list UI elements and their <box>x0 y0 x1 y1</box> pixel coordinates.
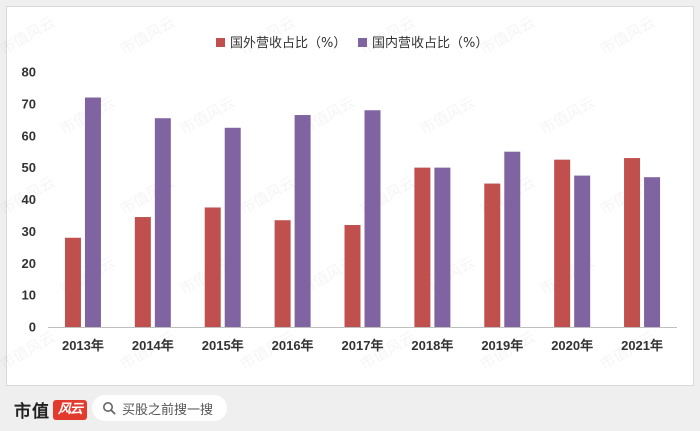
x-tick-label: 2016年 <box>272 338 314 353</box>
x-axis: 2013年 2014年 2015年 2016年 2017年 2018年 2019年 2020年… <box>48 327 677 353</box>
bars <box>64 97 661 327</box>
watermark-text: 市值风云 <box>0 328 58 374</box>
bar <box>154 118 171 327</box>
y-tick-label: 20 <box>22 256 36 271</box>
legend-swatch <box>216 38 225 47</box>
bar <box>644 177 661 327</box>
bar <box>344 225 361 327</box>
watermark-text: 市值风云 <box>0 13 58 59</box>
y-tick-label: 10 <box>22 288 36 303</box>
y-axis: 0 10 20 30 40 50 60 70 80 <box>22 65 36 335</box>
legend-label: 国外营收占比（%） <box>230 36 346 51</box>
legend: 国外营收占比（%） 国内营收占比（%） <box>216 35 488 51</box>
bar <box>484 183 501 327</box>
bar <box>224 127 241 327</box>
bar <box>134 217 151 327</box>
search-text: 买股之前搜一搜 <box>122 401 214 417</box>
x-tick-label: 2020年 <box>551 338 593 353</box>
bar <box>364 110 381 327</box>
y-tick-label: 70 <box>22 96 36 111</box>
y-tick-label: 60 <box>22 128 36 143</box>
watermark-text: 市值风云 <box>417 93 478 139</box>
y-tick-label: 0 <box>29 320 36 335</box>
brand-logo: 风云 <box>53 399 87 420</box>
search-pill[interactable]: 买股之前搜一搜 <box>92 395 228 421</box>
y-tick-label: 50 <box>22 160 36 175</box>
search-icon <box>103 402 116 415</box>
x-tick-label: 2018年 <box>411 338 453 353</box>
watermark-text: 市值风云 <box>597 13 658 59</box>
watermark-text: 市值风云 <box>237 173 298 219</box>
bar <box>624 158 641 327</box>
x-tick-label: 2021年 <box>621 338 663 353</box>
y-tick-label: 80 <box>22 65 36 80</box>
bar <box>434 167 451 327</box>
y-tick-label: 40 <box>22 192 36 207</box>
y-tick-label: 30 <box>22 224 36 239</box>
brand: 市值 风云 <box>14 397 87 422</box>
x-tick-label: 2017年 <box>342 338 384 353</box>
footer: 市值 风云 买股之前搜一搜 <box>0 386 700 431</box>
x-tick-label: 2015年 <box>202 338 244 353</box>
bar <box>274 220 291 327</box>
brand-name: 市值 <box>14 402 50 422</box>
x-tick-label: 2013年 <box>62 338 104 353</box>
bar <box>64 237 81 327</box>
watermark-text: 市值风云 <box>537 93 598 139</box>
x-tick-label: 2019年 <box>481 338 523 353</box>
bar <box>504 151 521 327</box>
bar <box>294 115 311 327</box>
legend-label: 国内营收占比（%） <box>372 35 488 51</box>
x-tick-label: 2014年 <box>132 338 174 353</box>
bar <box>204 207 221 327</box>
bar <box>414 167 431 327</box>
bar <box>574 175 591 327</box>
bar <box>84 97 101 327</box>
watermark-text: 市值风云 <box>117 13 178 59</box>
legend-swatch <box>358 38 367 47</box>
bar <box>554 159 571 327</box>
